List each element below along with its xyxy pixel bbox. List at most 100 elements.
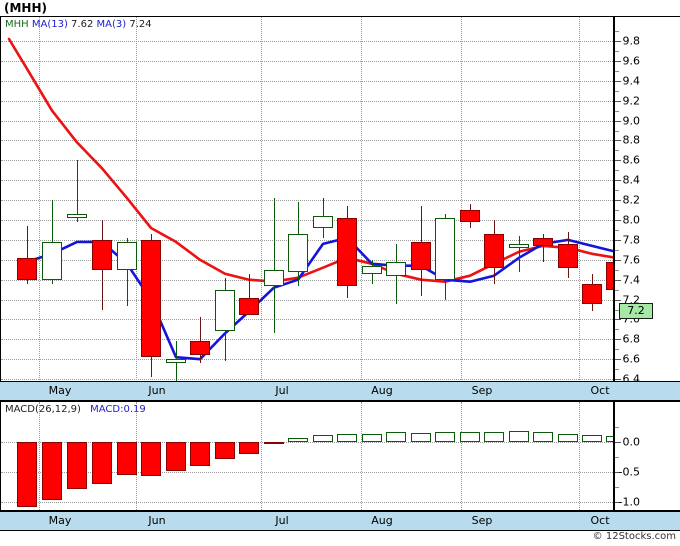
- candle-body: [362, 265, 382, 274]
- macd-bar: [313, 434, 333, 442]
- price-axis-minor-tick: [615, 170, 619, 172]
- price-axis-tick: [615, 239, 621, 241]
- macd-bar: [92, 442, 112, 484]
- price-gridline: [1, 379, 613, 381]
- macd-month-gridline-may: [39, 402, 40, 510]
- macd-axis-tick: [615, 502, 621, 503]
- candle-wick: [543, 233, 544, 262]
- macd-bar: [509, 431, 529, 442]
- macd-bar: [42, 442, 62, 501]
- macd-bar: [264, 442, 284, 444]
- price-gridline: [1, 60, 613, 62]
- macd-bar: [606, 436, 613, 442]
- price-gridline: [1, 220, 613, 221]
- macd-plot-area: MACD(26,12,9) MACD:0.19: [1, 402, 613, 510]
- legend-symbol: MHH: [5, 19, 29, 30]
- price-axis-label: 8.6: [622, 153, 641, 167]
- macd-axis-minor-tick: [615, 427, 619, 428]
- price-gridline: [1, 299, 613, 301]
- candle-body: [17, 257, 37, 280]
- price-axis-minor-tick: [615, 130, 619, 132]
- price-axis-minor-tick: [615, 110, 619, 112]
- price-axis-tick: [615, 80, 621, 82]
- macd-label: MACD(26,12,9): [5, 404, 81, 415]
- price-gridline: [1, 41, 613, 42]
- price-axis-label: 8.4: [622, 173, 641, 187]
- macd-bar: [484, 431, 504, 442]
- price-month-gridline-jun: [136, 17, 137, 394]
- macd-y-axis: 0.0 -0.5 -1.0: [613, 402, 680, 510]
- price-gridline: [1, 80, 613, 82]
- price-axis-minor-tick: [615, 210, 619, 212]
- current-price-badge: 7.2: [619, 302, 653, 319]
- candle-body: [117, 241, 137, 270]
- price-axis-label: 8.8: [622, 133, 641, 147]
- price-gridline: [1, 200, 613, 202]
- ma13-line: [7, 37, 613, 284]
- macd-axis-minor-tick: [615, 457, 619, 458]
- macd-bar: [582, 435, 602, 442]
- legend-ma3-value: 7.24: [129, 19, 152, 30]
- price-axis-tick: [615, 359, 621, 361]
- macd-axis-tick: [615, 442, 621, 443]
- macd-bar: [337, 434, 357, 442]
- macd-bar: [362, 433, 382, 442]
- price-gridline: [1, 100, 613, 102]
- macd-legend: MACD(26,12,9) MACD:0.19: [5, 404, 146, 415]
- candle-body: [435, 218, 455, 280]
- moving-average-lines: [7, 37, 613, 361]
- price-month-gridline-aug: [361, 17, 362, 394]
- candle-body: [264, 269, 284, 286]
- candle-body: [460, 210, 480, 222]
- price-axis-minor-tick: [615, 150, 619, 152]
- candle-body: [92, 239, 112, 270]
- candle-body: [533, 237, 553, 246]
- candle-wick: [127, 237, 128, 306]
- price-axis-minor-tick: [615, 31, 619, 33]
- candle-body: [386, 261, 406, 276]
- copyright-footer: © 12Stocks.com: [592, 531, 676, 542]
- price-axis-tick: [615, 120, 621, 122]
- price-axis-label: 9.0: [622, 114, 641, 128]
- price-axis-tick: [615, 379, 621, 381]
- price-axis-minor-tick: [615, 349, 619, 351]
- price-month-gridline-sep: [461, 17, 462, 394]
- candle-body: [141, 239, 161, 358]
- candle-wick: [27, 225, 28, 284]
- price-axis-minor-tick: [615, 70, 619, 72]
- price-axis-tick: [615, 339, 621, 341]
- candle-wick: [249, 273, 250, 316]
- month-label-top-jul: Jul: [275, 384, 289, 397]
- candle-wick: [274, 198, 275, 334]
- price-gridline: [1, 359, 613, 361]
- price-axis-minor-tick: [615, 309, 619, 311]
- price-axis-tick: [615, 279, 621, 281]
- month-label-bottom-oct: Oct: [590, 514, 610, 527]
- macd-bar: [288, 438, 308, 442]
- page-title: (MHH): [4, 1, 47, 15]
- price-axis-minor-tick: [615, 90, 619, 92]
- candle-body: [215, 289, 235, 332]
- price-gridline: [1, 279, 613, 281]
- macd-chart-panel: MACD(26,12,9) MACD:0.19 0.0 -0.5 -1.0: [0, 401, 680, 511]
- macd-bar: [460, 431, 480, 442]
- price-plot-area: MHH MA(13) 7.62 MA(3) 7.24: [1, 17, 613, 394]
- macd-bar: [141, 442, 161, 477]
- price-axis-minor-tick: [615, 369, 619, 371]
- price-axis-label: 6.6: [622, 352, 641, 366]
- price-month-gridline-jul: [261, 17, 262, 394]
- price-axis-label: 8.2: [622, 193, 641, 207]
- price-legend: MHH MA(13) 7.62 MA(3) 7.24: [5, 19, 152, 30]
- ma3-line: [25, 236, 613, 361]
- price-gridline: [1, 319, 613, 321]
- price-axis-label: 7.4: [622, 273, 641, 287]
- macd-month-gridline-oct: [579, 402, 580, 510]
- price-chart-panel: MHH MA(13) 7.62 MA(3) 7.24 9.8 9.6 9.4 9.2 9…: [0, 16, 680, 395]
- month-label-top-aug: Aug: [371, 384, 393, 397]
- macd-bar: [117, 442, 137, 475]
- price-axis-minor-tick: [615, 190, 619, 192]
- price-month-gridline-oct: [579, 17, 580, 394]
- price-axis-tick: [615, 60, 621, 62]
- macd-gridline: [1, 502, 613, 503]
